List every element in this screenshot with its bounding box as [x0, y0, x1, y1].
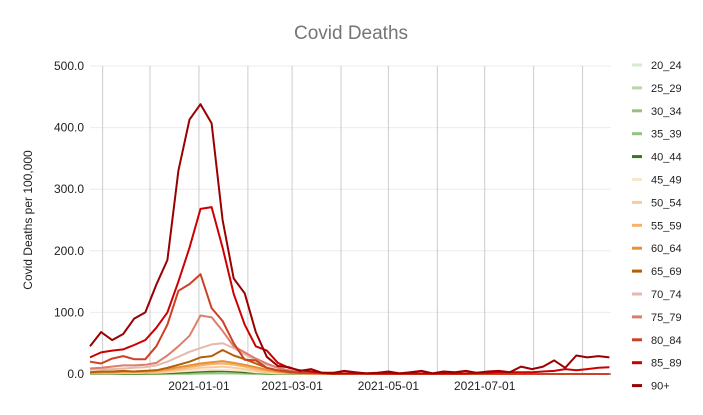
x-tick-label: 2021-01-01: [168, 379, 230, 393]
legend-label: 55_59: [651, 220, 682, 232]
y-tick-label: 400.0: [54, 121, 84, 135]
y-axis: 0.0 100.0 200.0 300.0 400.0 500.0: [54, 59, 84, 381]
y-tick-label: 200.0: [54, 244, 84, 258]
chart-grid: [90, 65, 611, 374]
chart-title: Covid Deaths: [294, 23, 408, 44]
x-axis: 2021-01-01 2021-03-01 2021-05-01 2021-07-01: [90, 373, 611, 393]
legend-label: 90+: [651, 381, 670, 393]
legend-label: 60_64: [651, 243, 682, 255]
y-tick-label: 300.0: [54, 182, 84, 196]
legend-label: 20_24: [651, 60, 682, 72]
legend-label: 75_79: [651, 312, 682, 324]
legend-label: 70_74: [651, 289, 682, 301]
x-tick-label: 2021-07-01: [454, 379, 516, 393]
legend-label: 45_49: [651, 175, 682, 187]
legend-label: 30_34: [651, 106, 682, 118]
legend-label: 80_84: [651, 335, 682, 347]
legend-label: 50_54: [651, 197, 682, 209]
plot-lines: [89, 103, 610, 375]
legend-label: 35_39: [651, 129, 682, 141]
legend: 20_24 25_29 30_34 35_39 40_44 45_49 50_54 55_59…: [632, 60, 682, 393]
legend-label: 85_89: [651, 358, 682, 370]
legend-label: 65_69: [651, 266, 682, 278]
legend-label: 25_29: [651, 83, 682, 95]
y-axis-label: Covid Deaths per 100,000: [21, 150, 35, 290]
y-tick-label: 100.0: [54, 305, 84, 319]
x-tick-label: 2021-03-01: [261, 379, 323, 393]
y-tick-label: 500.0: [54, 59, 84, 73]
y-tick-label: 0.0: [67, 367, 84, 381]
x-tick-label: 2021-05-01: [358, 379, 420, 393]
series-line-80_84: [89, 273, 610, 375]
legend-label: 40_44: [651, 152, 682, 164]
series-line-90+: [89, 103, 610, 375]
series-line-85_89: [89, 206, 610, 375]
